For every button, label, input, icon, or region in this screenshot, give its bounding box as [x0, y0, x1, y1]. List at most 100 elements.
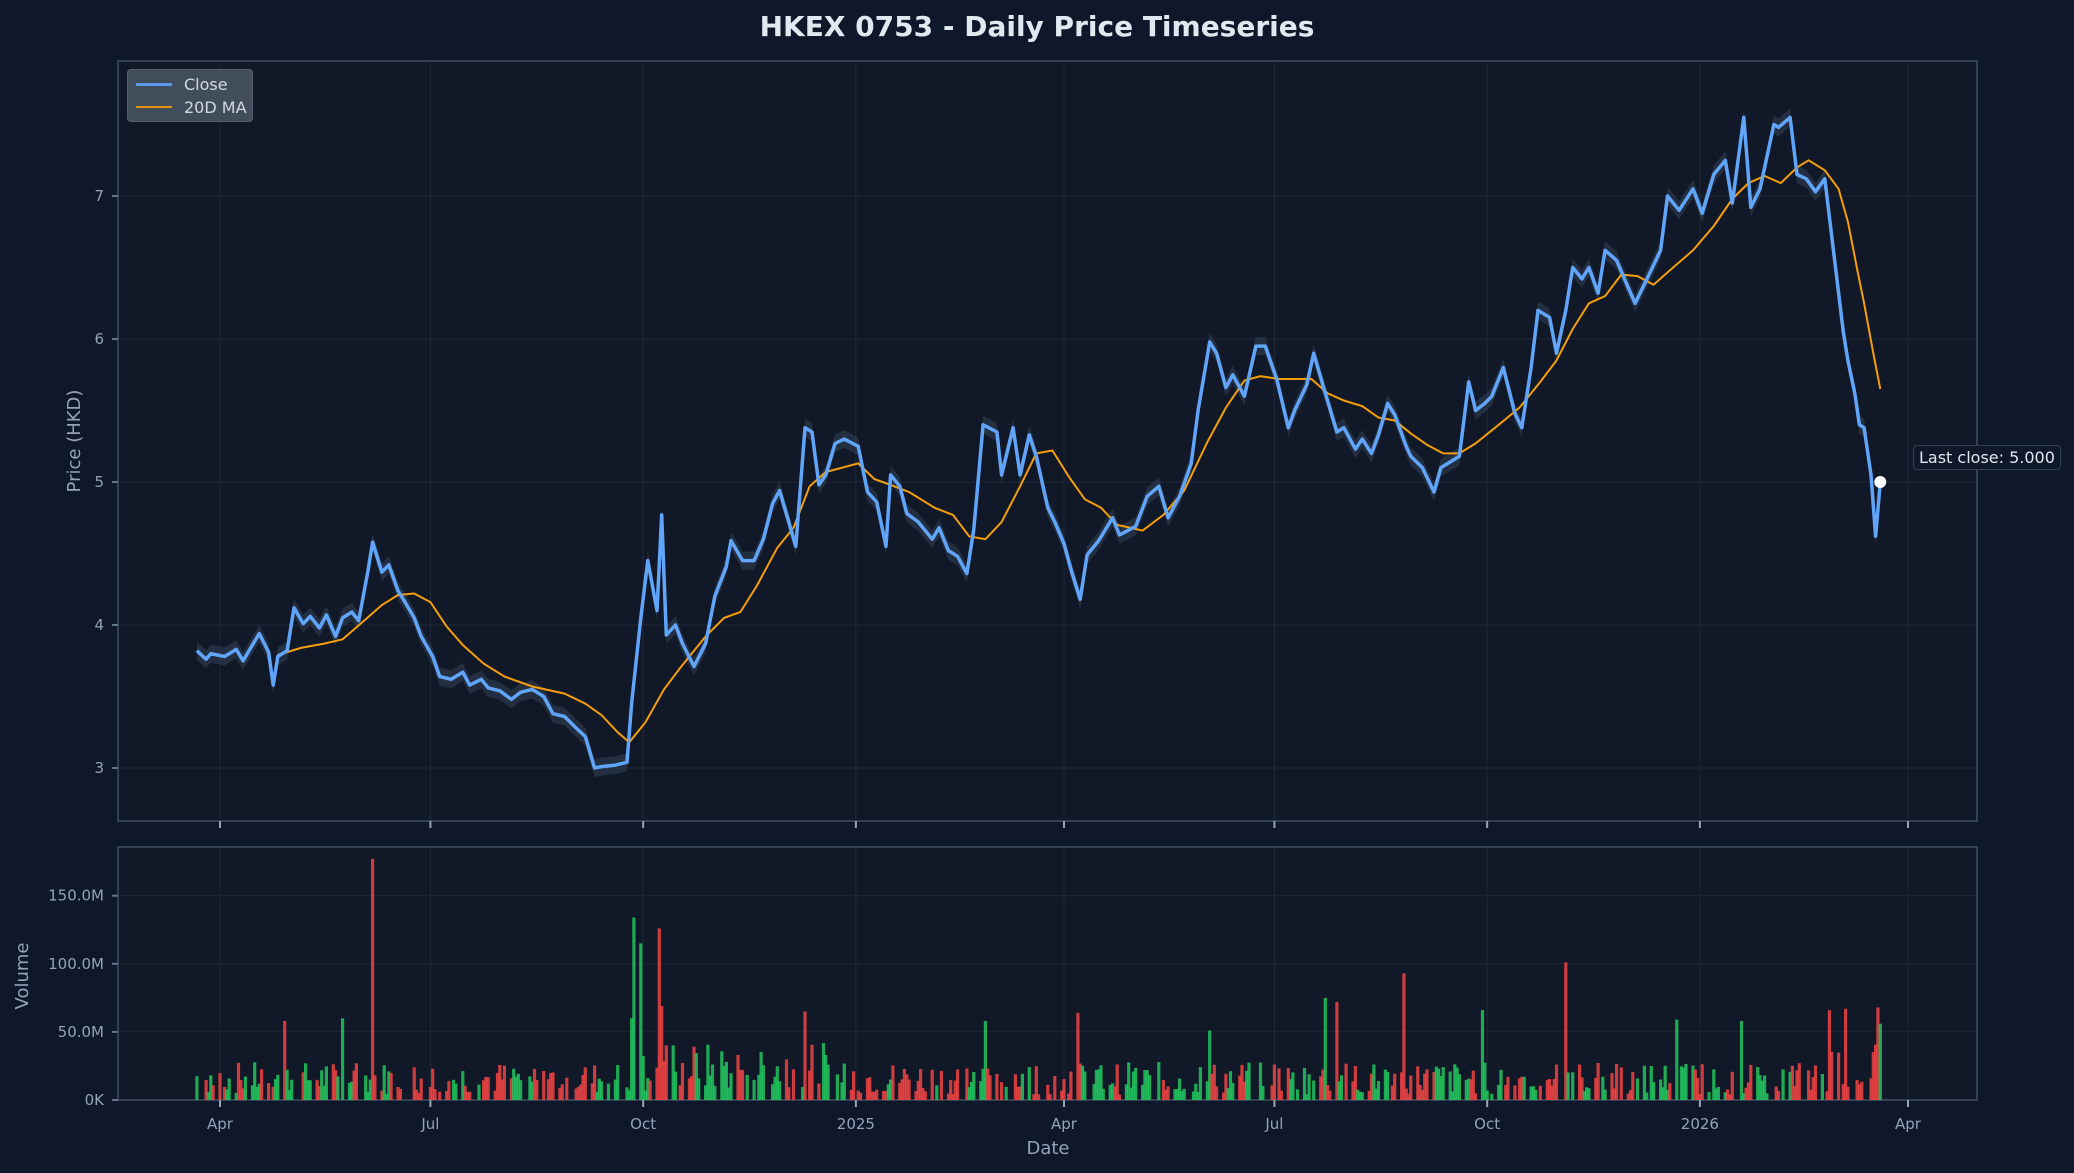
- volume-bar: [498, 1064, 502, 1100]
- volume-bar: [921, 1088, 925, 1100]
- volume-bar: [1571, 1072, 1575, 1100]
- volume-bar: [243, 1076, 247, 1100]
- volume-bar: [1016, 1086, 1020, 1100]
- volume-bar: [775, 1066, 779, 1100]
- volume-bar: [1390, 1085, 1394, 1100]
- volume-bar: [239, 1080, 243, 1100]
- volume-bar: [576, 1086, 580, 1100]
- volume-bar: [1231, 1083, 1235, 1100]
- volume-bar: [1811, 1077, 1815, 1100]
- volume-bar: [1483, 1062, 1487, 1100]
- volume-bar: [287, 1090, 291, 1100]
- volume-bar: [1080, 1065, 1085, 1100]
- volume-bar: [1356, 1089, 1360, 1100]
- volume-bar: [1335, 1001, 1339, 1100]
- volume-bar: [412, 1067, 416, 1100]
- volume-bar: [1215, 1086, 1219, 1100]
- volume-bar: [803, 1011, 807, 1100]
- volume-bar: [852, 1071, 856, 1100]
- volume-bar: [373, 1075, 377, 1100]
- volume-bar: [1765, 1093, 1769, 1100]
- volume-bar: [1712, 1069, 1716, 1100]
- volume-bar: [1455, 1067, 1459, 1100]
- volume-bar: [1129, 1087, 1133, 1100]
- volume-bar: [882, 1090, 886, 1100]
- volume-bar: [1659, 1079, 1663, 1100]
- volume-bar: [574, 1088, 578, 1100]
- volume-bar: [1326, 1085, 1330, 1100]
- volume-x-axis: Apr Jul Oct 2025 Apr Jul Oct 2026 Apr: [207, 1100, 1922, 1133]
- volume-bar: [1441, 1067, 1445, 1100]
- volume-bar: [632, 917, 636, 1100]
- volume-bar: [1793, 1086, 1797, 1100]
- x-tick-label: Jul: [420, 1115, 439, 1133]
- price-y-tick: 3: [94, 759, 104, 777]
- volume-bar: [791, 1069, 796, 1100]
- volume-bar: [625, 1087, 629, 1100]
- volume-bar: [1353, 1066, 1357, 1100]
- volume-bar: [1238, 1075, 1242, 1100]
- volume-bar: [1744, 1087, 1748, 1100]
- volume-bar: [1855, 1079, 1859, 1100]
- volume-bar: [1400, 1072, 1404, 1100]
- price-y-tick: 6: [94, 330, 104, 348]
- x-tick-label: Oct: [1474, 1115, 1500, 1133]
- volume-bar: [290, 1079, 294, 1100]
- volume-bar: [1758, 1075, 1762, 1100]
- volume-bar: [1196, 1092, 1200, 1100]
- volume-bar: [870, 1091, 874, 1100]
- volume-bar: [253, 1062, 257, 1100]
- volume-bar: [1612, 1088, 1616, 1100]
- volume-bar: [1166, 1086, 1170, 1100]
- volume-bar: [1554, 1064, 1559, 1100]
- volume-bar: [599, 1081, 604, 1100]
- volume-bar: [1517, 1078, 1522, 1100]
- volume-bar: [900, 1079, 904, 1100]
- volume-bar: [1742, 1093, 1746, 1100]
- volume-bar: [1323, 997, 1327, 1101]
- volume-bar: [1628, 1090, 1633, 1100]
- volume-bar: [706, 1044, 710, 1100]
- volume-bar: [1393, 1073, 1397, 1100]
- volume-bar: [1548, 1079, 1552, 1100]
- volume-bar: [939, 1070, 943, 1100]
- volume-bar: [1490, 1093, 1494, 1100]
- volume-bar: [1587, 1088, 1591, 1100]
- volume-bar: [1423, 1073, 1427, 1100]
- volume-bar: [1376, 1081, 1381, 1100]
- volume-bar: [1457, 1074, 1461, 1100]
- volume-bar: [1148, 1075, 1152, 1100]
- volume-bar: [195, 1076, 199, 1100]
- volume-bar: [512, 1068, 516, 1100]
- volume-bar: [930, 1069, 934, 1100]
- volume-bar: [630, 1018, 634, 1100]
- price-y-axis: 3 4 5 6 7: [94, 187, 118, 777]
- volume-bar: [1279, 1090, 1283, 1100]
- volume-bar: [1661, 1087, 1665, 1100]
- volume-bar: [241, 1088, 245, 1100]
- volume-bar: [722, 1066, 726, 1100]
- volume-bar: [1807, 1070, 1811, 1100]
- volume-bar: [821, 1043, 826, 1100]
- volume-bar: [1439, 1076, 1443, 1100]
- volume-bar: [606, 1083, 611, 1100]
- volume-bar: [1529, 1086, 1533, 1100]
- volume-bar: [1728, 1094, 1732, 1100]
- volume-bar: [858, 1092, 863, 1100]
- volume-bar: [389, 1073, 393, 1100]
- volume-bar: [1027, 1067, 1031, 1100]
- legend-label-ma: 20D MA: [184, 97, 247, 117]
- volume-bar: [1698, 1094, 1702, 1100]
- volume-bar: [493, 1090, 497, 1100]
- legend-item-close: Close: [136, 73, 228, 95]
- volume-bar: [1289, 1079, 1293, 1100]
- volume-bar: [849, 1089, 853, 1100]
- volume-bar: [1360, 1092, 1364, 1100]
- volume-bar: [1312, 1080, 1316, 1100]
- volume-bar: [1723, 1092, 1727, 1100]
- volume-bar: [1874, 1044, 1878, 1100]
- volume-bar: [283, 1021, 287, 1100]
- volume-bar: [1115, 1064, 1119, 1100]
- volume-bar: [1696, 1077, 1700, 1100]
